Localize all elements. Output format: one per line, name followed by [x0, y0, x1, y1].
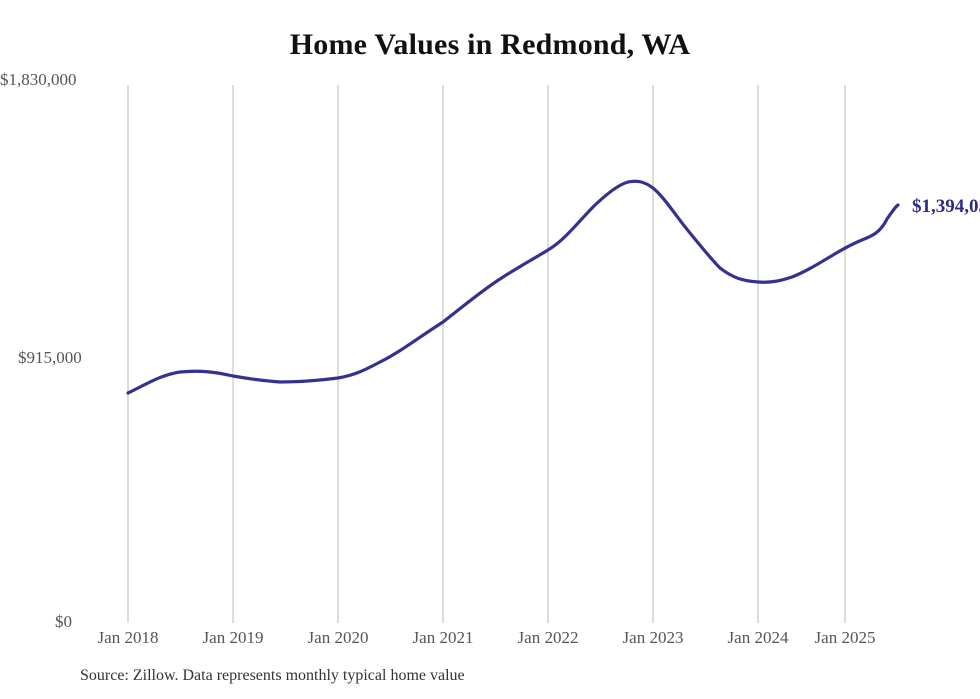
source-caption: Source: Zillow. Data represents monthly …: [80, 667, 465, 685]
y-axis-tick-mid: $915,000: [18, 348, 82, 368]
x-axis-tick-6: Jan 2024: [708, 628, 808, 648]
gridlines: [128, 85, 845, 623]
x-axis-tick-3: Jan 2021: [393, 628, 493, 648]
end-value-label: $1,394,050: [912, 196, 980, 218]
x-axis-tick-1: Jan 2019: [183, 628, 283, 648]
y-axis-tick-min: $0: [55, 612, 72, 632]
x-axis-tick-0: Jan 2018: [78, 628, 178, 648]
value-line: [128, 181, 898, 393]
x-axis-tick-5: Jan 2023: [603, 628, 703, 648]
home-values-chart: Home Values in Redmond, WA $1,830,000 $9…: [0, 0, 980, 699]
y-axis-tick-max: $1,830,000: [0, 70, 77, 90]
x-axis-tick-4: Jan 2022: [498, 628, 598, 648]
x-axis-tick-7: Jan 2025: [795, 628, 895, 648]
x-axis-tick-2: Jan 2020: [288, 628, 388, 648]
chart-svg: [0, 0, 980, 699]
